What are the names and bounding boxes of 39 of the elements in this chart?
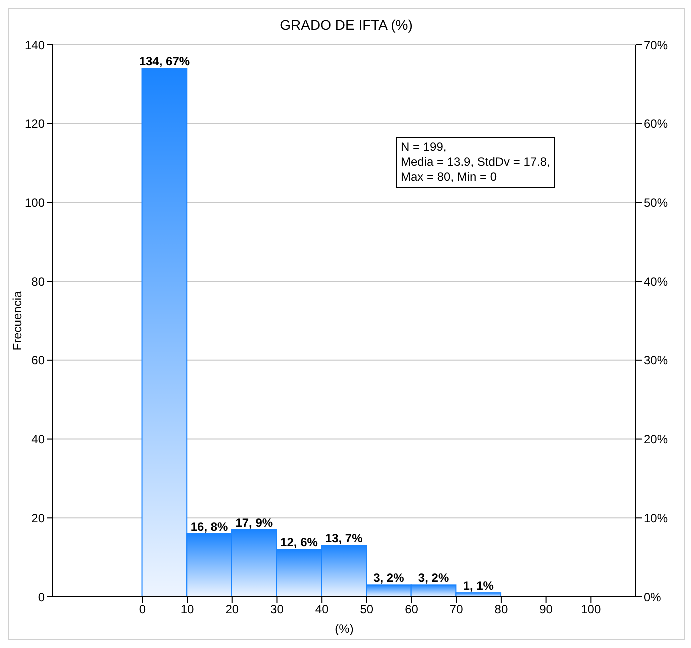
x-tick-label: 60 — [405, 602, 419, 617]
data-label: 3, 2% — [374, 571, 405, 586]
x-tick-label: 40 — [315, 602, 330, 617]
y2-tick-label: 20% — [644, 432, 668, 447]
y-tick-label: 40 — [32, 432, 46, 447]
x-tick-label: 20 — [226, 602, 240, 617]
data-label: 3, 2% — [418, 571, 450, 586]
y2-tick-label: 60% — [644, 117, 668, 132]
data-label: 16, 8% — [190, 520, 229, 534]
x-tick-label: 70 — [450, 602, 464, 617]
data-label: 13, 7% — [325, 532, 364, 546]
x-tick-label: 50 — [360, 602, 374, 617]
y-tick-label: 100 — [24, 196, 46, 210]
y-tick-label: 0 — [38, 590, 46, 604]
chart-title: GRADO DE IFTA (%) — [279, 17, 414, 33]
data-label: 1, 1% — [463, 579, 494, 594]
x-tick-label: 0 — [139, 602, 146, 617]
y-tick-label: 140 — [24, 38, 46, 52]
x-tick-label: 100 — [581, 602, 602, 617]
y-axis-title: Frecuencia — [10, 291, 24, 351]
x-tick-label: 80 — [494, 602, 508, 617]
data-label: 12, 6% — [280, 536, 318, 550]
y2-tick-label: 40% — [644, 274, 668, 289]
x-axis-title: (%) — [335, 622, 354, 636]
x-tick-label: 10 — [180, 602, 195, 617]
y-tick-label: 80 — [32, 274, 46, 289]
y2-tick-label: 30% — [644, 354, 668, 368]
data-label: 134, 67% — [139, 54, 190, 69]
x-tick-label: 30 — [270, 602, 284, 617]
y2-tick-label: 70% — [644, 38, 668, 52]
y2-tick-label: 10% — [644, 511, 668, 526]
y2-tick-label: 0% — [644, 590, 662, 604]
y-tick-label: 20 — [32, 511, 46, 526]
data-label: 17, 9% — [236, 516, 274, 530]
y2-tick-label: 50% — [644, 196, 668, 210]
y-tick-label: 60 — [32, 354, 46, 368]
annotation: N = 199, Media = 13.9, StdDv = 17.8, Max = 80, Min = 0 — [396, 137, 556, 188]
x-tick-label: 90 — [540, 602, 554, 617]
y-tick-label: 120 — [24, 117, 46, 132]
